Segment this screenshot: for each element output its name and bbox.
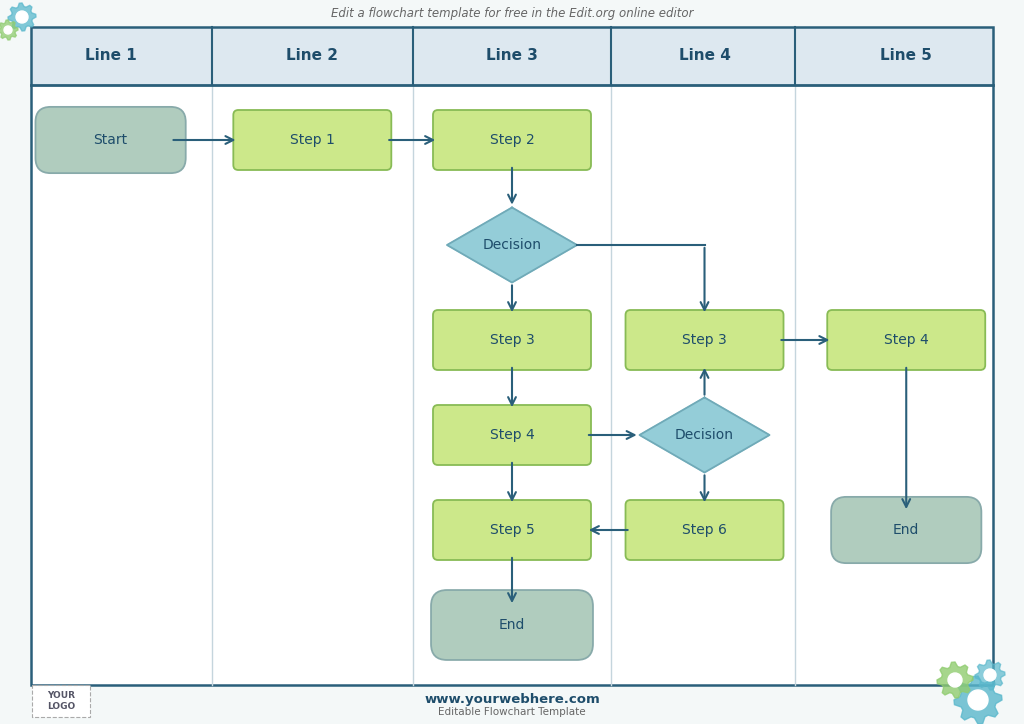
Text: Line 2: Line 2 [287, 49, 338, 64]
FancyBboxPatch shape [36, 107, 185, 173]
Polygon shape [447, 208, 577, 282]
Text: Start: Start [93, 133, 128, 147]
Text: Step 3: Step 3 [489, 333, 535, 347]
Circle shape [948, 673, 962, 687]
FancyBboxPatch shape [626, 500, 783, 560]
FancyBboxPatch shape [433, 405, 591, 465]
Text: Line 1: Line 1 [85, 49, 136, 64]
Text: Step 4: Step 4 [884, 333, 929, 347]
Text: Step 3: Step 3 [682, 333, 727, 347]
FancyBboxPatch shape [431, 590, 593, 660]
FancyBboxPatch shape [433, 310, 591, 370]
Polygon shape [954, 676, 1002, 724]
Text: Decision: Decision [482, 238, 542, 252]
Text: Line 3: Line 3 [486, 49, 538, 64]
Text: Step 6: Step 6 [682, 523, 727, 537]
Text: Step 5: Step 5 [489, 523, 535, 537]
Text: Step 2: Step 2 [489, 133, 535, 147]
FancyBboxPatch shape [31, 85, 993, 685]
FancyBboxPatch shape [433, 110, 591, 170]
Text: Step 4: Step 4 [489, 428, 535, 442]
FancyBboxPatch shape [626, 310, 783, 370]
Text: www.yourwebhere.com: www.yourwebhere.com [424, 692, 600, 705]
Circle shape [4, 26, 12, 34]
Polygon shape [640, 397, 769, 473]
Text: Line 5: Line 5 [881, 49, 932, 64]
Text: Edit a flowchart template for free in the Edit.org online editor: Edit a flowchart template for free in th… [331, 7, 693, 20]
Polygon shape [8, 3, 36, 31]
FancyBboxPatch shape [831, 497, 981, 563]
Text: Line 4: Line 4 [679, 49, 730, 64]
Polygon shape [975, 660, 1005, 690]
Circle shape [16, 11, 28, 23]
Text: Editable Flowchart Template: Editable Flowchart Template [438, 707, 586, 717]
Text: YOUR
LOGO: YOUR LOGO [47, 691, 75, 711]
Polygon shape [937, 662, 973, 698]
Circle shape [984, 669, 996, 681]
Text: Step 1: Step 1 [290, 133, 335, 147]
Text: End: End [893, 523, 920, 537]
FancyBboxPatch shape [433, 500, 591, 560]
FancyBboxPatch shape [233, 110, 391, 170]
FancyBboxPatch shape [31, 27, 993, 85]
Circle shape [968, 690, 988, 710]
FancyBboxPatch shape [32, 685, 90, 717]
Text: End: End [499, 618, 525, 632]
Polygon shape [0, 20, 18, 40]
FancyBboxPatch shape [827, 310, 985, 370]
Text: Decision: Decision [675, 428, 734, 442]
